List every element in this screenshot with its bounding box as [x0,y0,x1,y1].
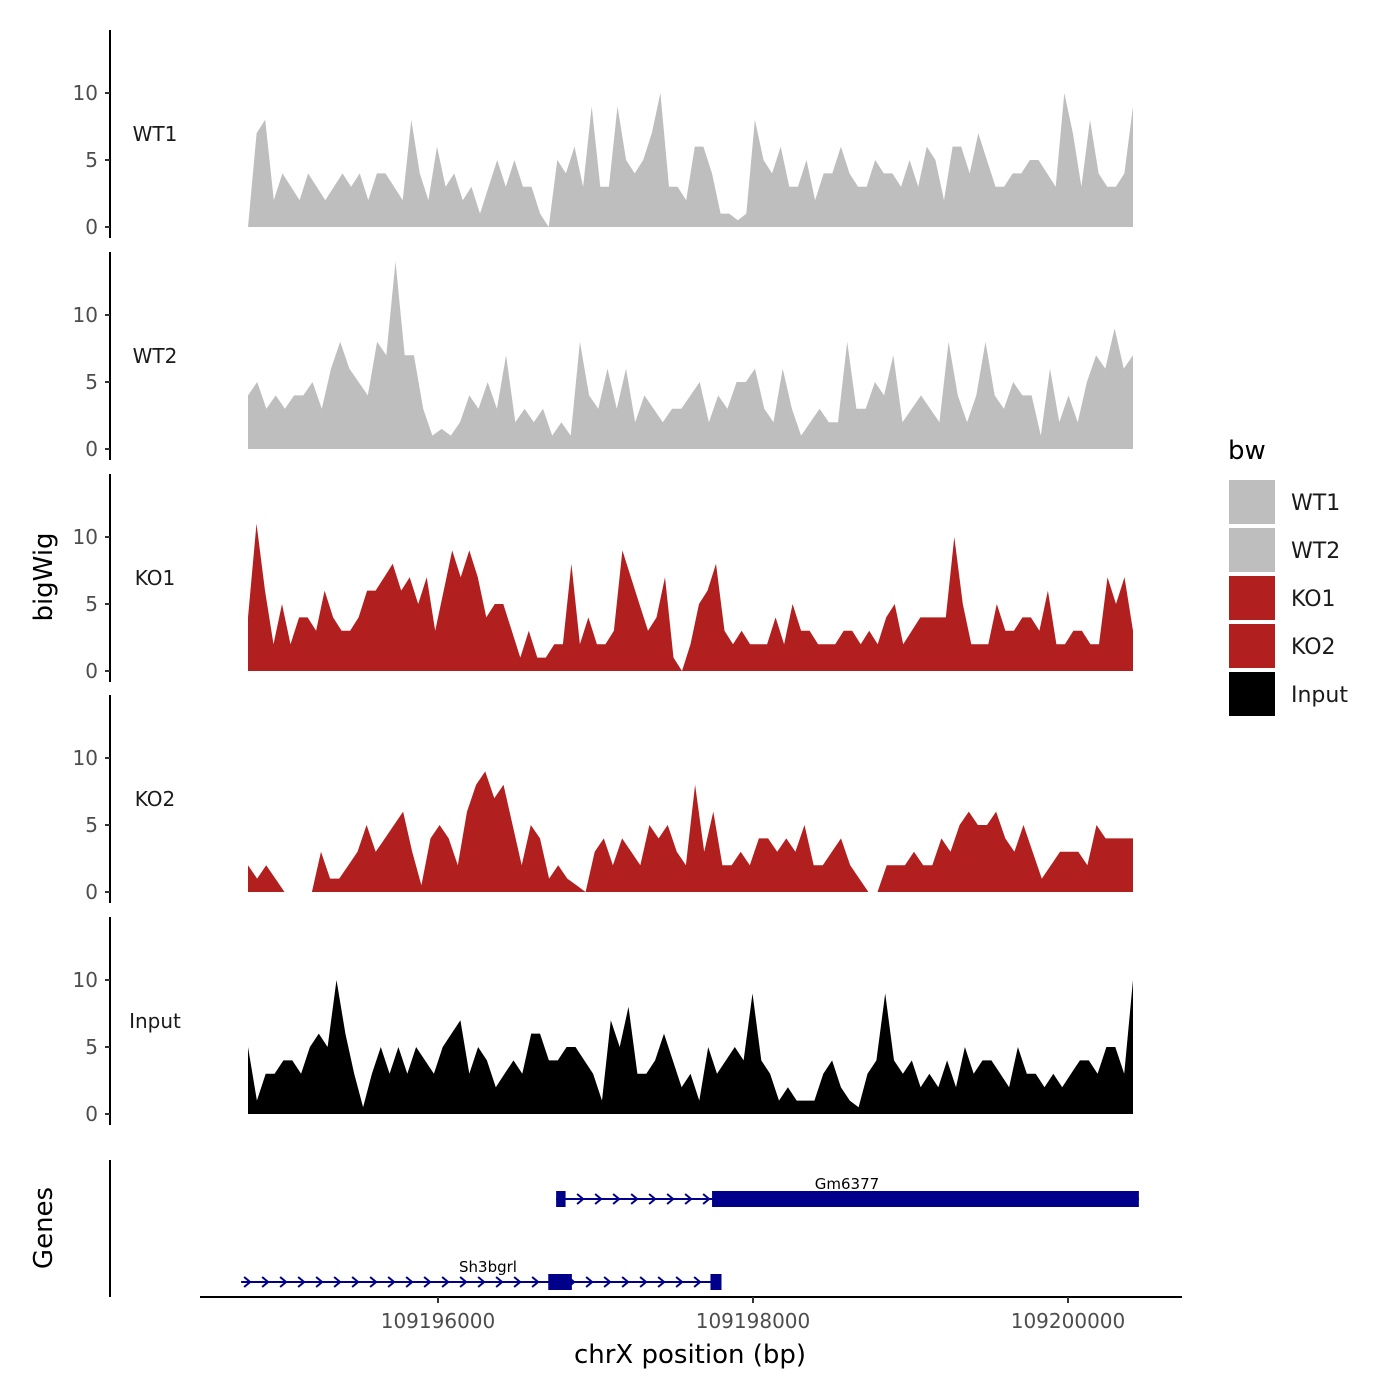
strand-arrow [261,1276,270,1288]
strand-arrow [585,1276,594,1288]
y-tick-label: 5 [85,1035,98,1059]
strand-arrow [639,1276,648,1288]
strand-arrow [603,1276,612,1288]
y-tick-label: 0 [85,437,98,461]
strand-arrow [684,1193,693,1205]
gene-track: Gm6377 Sh3bgrl [109,1160,1139,1297]
strand-arrow [279,1276,288,1288]
legend-key-wt1 [1229,480,1275,524]
gene-exon [556,1191,566,1207]
y-tick-label: 5 [85,370,98,394]
strand-arrow [630,1193,639,1205]
strand-arrow [441,1276,450,1288]
strand-arrow [387,1276,396,1288]
strand-arrow [576,1193,585,1205]
coverage-area [248,523,1133,671]
coverage-area [248,93,1133,227]
track-label: KO2 [135,787,176,811]
strand-arrow [405,1276,414,1288]
gene-exon [710,1274,722,1290]
y-tick-label: 5 [85,148,98,172]
legend-label-wt1: WT1 [1291,491,1340,516]
gene-label: Sh3bgrl [459,1258,517,1276]
track-label: WT1 [133,122,178,146]
track-label: KO1 [135,566,176,590]
strand-arrow [657,1276,666,1288]
strand-arrow [315,1276,324,1288]
x-tick-label: 109200000 [1011,1309,1126,1333]
strand-arrow [477,1276,486,1288]
strand-arrow [513,1276,522,1288]
y-tick-label: 10 [73,968,98,992]
y-tick-label: 0 [85,215,98,239]
strand-arrow [594,1193,603,1205]
track-ko1: 0 5 10 KO1 [73,474,1133,683]
x-tick-label: 109198000 [696,1309,811,1333]
y-tick-label: 10 [73,746,98,770]
strand-arrow [612,1193,621,1205]
strand-arrow [666,1193,675,1205]
legend: bw WT1 WT2 KO1 KO2 Input [1228,436,1348,716]
y-tick-label: 0 [85,659,98,683]
coverage-tracks: 0 5 10 WT1 0 5 10 WT2 0 5 10 KO1 0 5 10 KO2 0 5 10 Input [73,30,1133,1126]
legend-label-input: Input [1291,683,1348,708]
legend-key-input [1229,672,1275,716]
track-label: WT2 [133,344,178,368]
track-ko2: 0 5 10 KO2 [73,695,1133,904]
y-tick-label: 10 [73,81,98,105]
track-wt2: 0 5 10 WT2 [73,252,1133,461]
y-axis-title: bigWig [29,532,59,621]
x-axis: 109196000 109198000 109200000 [200,1296,1182,1333]
y-tick-label: 5 [85,592,98,616]
x-tick-label: 109196000 [381,1309,496,1333]
gene-sh3bgrl: Sh3bgrl [241,1258,722,1290]
genes-axis-title: Genes [29,1187,59,1269]
strand-arrow [423,1276,432,1288]
legend-title: bw [1228,436,1266,466]
track-label: Input [129,1009,181,1033]
strand-arrow [333,1276,342,1288]
y-tick-label: 0 [85,880,98,904]
strand-arrow [495,1276,504,1288]
strand-arrow [297,1276,306,1288]
gene-label: Gm6377 [815,1175,879,1193]
strand-arrow [648,1193,657,1205]
strand-arrow [675,1276,684,1288]
strand-arrow [693,1276,702,1288]
y-tick-label: 10 [73,525,98,549]
legend-label-ko1: KO1 [1291,587,1336,612]
strand-arrow [702,1193,711,1205]
track-wt1: 0 5 10 WT1 [73,30,1133,239]
legend-key-ko2 [1229,624,1275,668]
y-tick-label: 10 [73,303,98,327]
coverage-area [248,771,1133,892]
legend-label-wt2: WT2 [1291,539,1340,564]
x-axis-title: chrX position (bp) [574,1340,806,1370]
legend-key-wt2 [1229,528,1275,572]
strand-arrow [243,1276,252,1288]
track-input: 0 5 10 Input [73,917,1133,1126]
gene-exon [712,1191,1139,1207]
y-tick-label: 0 [85,1102,98,1126]
strand-arrow [369,1276,378,1288]
strand-arrow [621,1276,630,1288]
strand-arrow [531,1276,540,1288]
coverage-area [248,261,1133,449]
gene-exon [548,1274,572,1290]
strand-arrow [459,1276,468,1288]
y-tick-label: 5 [85,813,98,837]
gene-gm6377: Gm6377 [556,1175,1139,1207]
coverage-area [248,980,1133,1114]
strand-arrow [351,1276,360,1288]
legend-key-ko1 [1229,576,1275,620]
legend-label-ko2: KO2 [1291,635,1336,660]
